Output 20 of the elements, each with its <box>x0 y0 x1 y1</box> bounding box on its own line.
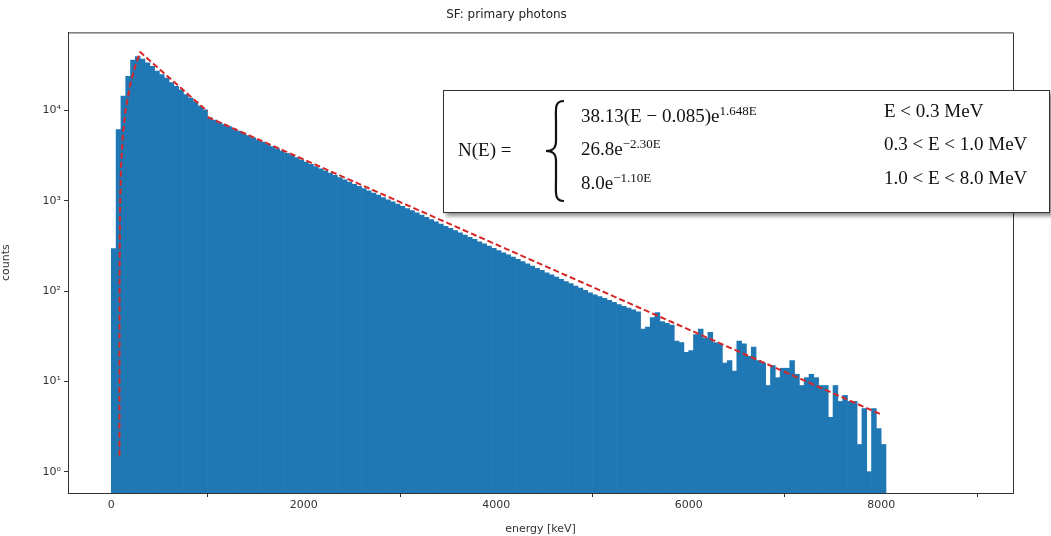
x-axis-title: energy [keV] <box>505 522 576 536</box>
x-tick-label: 0 <box>107 498 115 512</box>
annotation: 38.13(E − 0.085)e$^{1.648E}$ <box>581 102 757 129</box>
annotation: 0.3 < E < 1.0 MeV <box>884 132 1028 157</box>
annotation: N(E) = <box>458 138 512 162</box>
y-tick-label: 10⁰ <box>42 464 62 478</box>
annotation: 8.0e$^{−1.10E}$ <box>581 168 652 195</box>
x-tick-label: 8000 <box>867 498 896 512</box>
y-axis-title: counts <box>0 244 13 282</box>
annotation: E < 0.3 MeV <box>884 99 984 123</box>
y-tick-label: 10³ <box>42 193 61 207</box>
y-tick-label: 10¹ <box>42 374 61 388</box>
annotation: 1.0 < E < 8.0 MeV <box>884 165 1028 190</box>
chart-title: SF: primary photons <box>446 7 567 22</box>
x-tick-label: 4000 <box>482 498 511 512</box>
y-tick-label: 10² <box>42 284 61 297</box>
x-tick-label: 2000 <box>289 498 318 512</box>
annotation: 26.8e$^{−2.30E}$ <box>581 135 661 162</box>
y-tick-label: 10⁴ <box>42 103 62 117</box>
x-tick-label: 6000 <box>674 498 703 512</box>
